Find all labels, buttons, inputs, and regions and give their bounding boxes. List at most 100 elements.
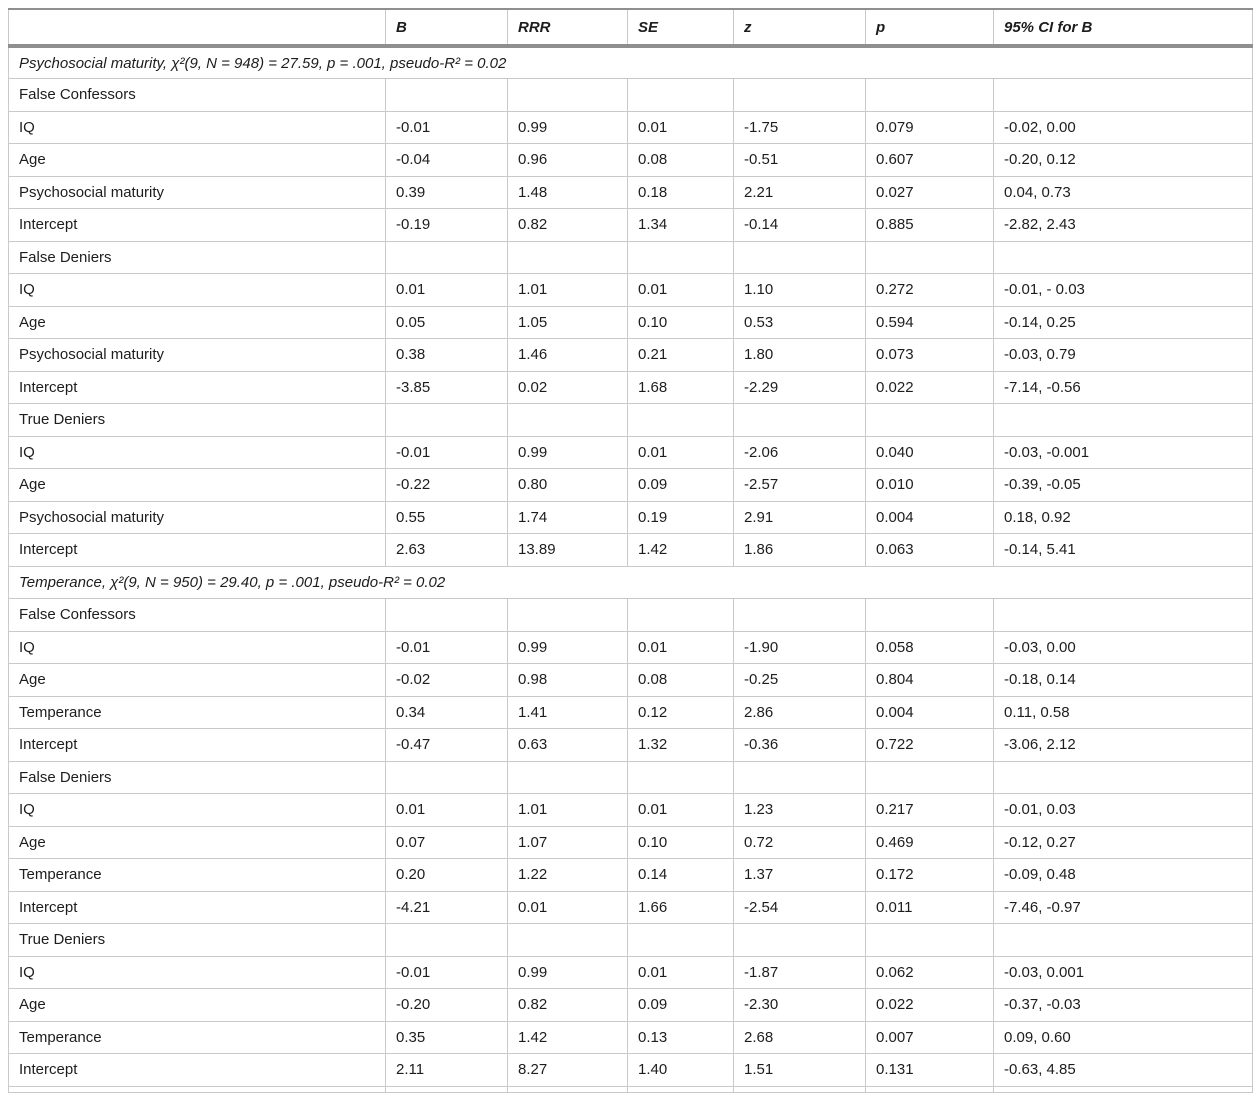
- cell-ci: -0.03, 0.001: [993, 955, 1253, 989]
- empty-cell: [865, 1085, 994, 1093]
- cell-b: -4.21: [385, 890, 508, 924]
- empty-cell: [733, 1085, 866, 1093]
- cell-se: 0.08: [627, 143, 734, 177]
- cell-z: 1.10: [733, 273, 866, 307]
- cell-rrr: 0.80: [507, 468, 628, 502]
- empty-cell: [733, 923, 866, 957]
- cell-p: 0.004: [865, 695, 994, 729]
- predictor-label: IQ: [8, 110, 386, 144]
- cell-ci: -0.39, -0.05: [993, 468, 1253, 502]
- table-row: IQ -0.01 0.99 0.01 -1.87 0.062 -0.03, 0.…: [8, 955, 1253, 989]
- cell-b: -0.02: [385, 663, 508, 697]
- cell-rrr: 1.01: [507, 793, 628, 827]
- col-header-p: p: [865, 8, 994, 48]
- cell-p: 0.722: [865, 728, 994, 762]
- cell-ci: -0.63, 4.85: [993, 1053, 1253, 1087]
- empty-cell: [385, 760, 508, 794]
- cell-rrr: 1.46: [507, 338, 628, 372]
- table-row: Intercept -3.85 0.02 1.68 -2.29 0.022 -7…: [8, 370, 1253, 404]
- cell-se: 1.68: [627, 370, 734, 404]
- group-row-false-deniers-2: False Deniers: [8, 760, 1253, 794]
- table-row: IQ 0.01 1.01 0.01 1.23 0.217 -0.01, 0.03: [8, 793, 1253, 827]
- table-row: Age -0.20 0.82 0.09 -2.30 0.022 -0.37, -…: [8, 988, 1253, 1022]
- table-row: Temperance 0.35 1.42 0.13 2.68 0.007 0.0…: [8, 1020, 1253, 1054]
- empty-cell: [627, 760, 734, 794]
- cell-se: 0.01: [627, 793, 734, 827]
- empty-cell: [993, 240, 1253, 274]
- cell-b: 0.01: [385, 273, 508, 307]
- cell-se: 0.21: [627, 338, 734, 372]
- table-row: Age -0.04 0.96 0.08 -0.51 0.607 -0.20, 0…: [8, 143, 1253, 177]
- cell-ci: -0.02, 0.00: [993, 110, 1253, 144]
- cell-b: -0.01: [385, 955, 508, 989]
- cell-p: 0.885: [865, 208, 994, 242]
- cell-se: 0.18: [627, 175, 734, 209]
- cell-p: 0.079: [865, 110, 994, 144]
- cell-se: 0.12: [627, 695, 734, 729]
- cell-rrr: 1.42: [507, 1020, 628, 1054]
- empty-cell: [733, 240, 866, 274]
- cell-p: 0.469: [865, 825, 994, 859]
- cell-b: 0.39: [385, 175, 508, 209]
- cell-z: 1.51: [733, 1053, 866, 1087]
- empty-cell: [627, 403, 734, 437]
- cell-z: -2.54: [733, 890, 866, 924]
- cell-rrr: 1.74: [507, 500, 628, 534]
- empty-cell: [993, 78, 1253, 112]
- predictor-label: Age: [8, 663, 386, 697]
- cell-se: 0.10: [627, 305, 734, 339]
- predictor-label: Temperance: [8, 1020, 386, 1054]
- group-row-false-deniers: False Deniers: [8, 240, 1253, 274]
- cell-p: 0.007: [865, 1020, 994, 1054]
- cell-b: -0.22: [385, 468, 508, 502]
- cell-p: 0.272: [865, 273, 994, 307]
- predictor-label: Age: [8, 143, 386, 177]
- table-row: IQ -0.01 0.99 0.01 -1.75 0.079 -0.02, 0.…: [8, 110, 1253, 144]
- corner-cell: [8, 8, 386, 48]
- cell-se: 1.34: [627, 208, 734, 242]
- col-header-se: SE: [627, 8, 734, 48]
- table-row: Age 0.07 1.07 0.10 0.72 0.469 -0.12, 0.2…: [8, 825, 1253, 859]
- cell-rrr: 0.02: [507, 370, 628, 404]
- predictor-label: Age: [8, 305, 386, 339]
- cell-se: 1.32: [627, 728, 734, 762]
- group-label: False Confessors: [8, 598, 386, 632]
- cell-p: 0.607: [865, 143, 994, 177]
- cell-rrr: 1.01: [507, 273, 628, 307]
- predictor-label: Psychosocial maturity: [8, 338, 386, 372]
- cell-ci: -2.82, 2.43: [993, 208, 1253, 242]
- empty-cell: [993, 403, 1253, 437]
- cell-rrr: 0.99: [507, 435, 628, 469]
- cell-se: 0.08: [627, 663, 734, 697]
- empty-cell: [385, 1085, 508, 1093]
- cell-b: 0.34: [385, 695, 508, 729]
- predictor-label: Intercept: [8, 890, 386, 924]
- col-header-b: B: [385, 8, 508, 48]
- cell-rrr: 1.05: [507, 305, 628, 339]
- cell-se: 0.10: [627, 825, 734, 859]
- empty-cell: [627, 78, 734, 112]
- cell-z: -1.87: [733, 955, 866, 989]
- group-row-false-confessors: False Confessors: [8, 78, 1253, 112]
- group-label: False Confessors: [8, 78, 386, 112]
- cell-ci: -0.03, -0.001: [993, 435, 1253, 469]
- cell-ci: 0.09, 0.60: [993, 1020, 1253, 1054]
- empty-cell: [733, 598, 866, 632]
- cell-b: 0.20: [385, 858, 508, 892]
- cell-p: 0.022: [865, 988, 994, 1022]
- table-row: IQ 0.01 1.01 0.01 1.10 0.272 -0.01, - 0.…: [8, 273, 1253, 307]
- cell-z: 2.21: [733, 175, 866, 209]
- group-label: True Deniers: [8, 923, 386, 957]
- table-row: IQ -0.01 0.99 0.01 -2.06 0.040 -0.03, -0…: [8, 435, 1253, 469]
- predictor-label: Age: [8, 468, 386, 502]
- empty-cell: [8, 1085, 386, 1093]
- cell-rrr: 0.63: [507, 728, 628, 762]
- cell-z: -2.06: [733, 435, 866, 469]
- cell-rrr: 1.22: [507, 858, 628, 892]
- regression-table-container: B RRR SE z p 95% CI for B Psychosocial m…: [8, 8, 1253, 1093]
- cell-p: 0.063: [865, 533, 994, 567]
- table-row: Psychosocial maturity 0.55 1.74 0.19 2.9…: [8, 500, 1253, 534]
- cell-z: -2.29: [733, 370, 866, 404]
- cell-ci: -7.14, -0.56: [993, 370, 1253, 404]
- table-row: Temperance 0.20 1.22 0.14 1.37 0.172 -0.…: [8, 858, 1253, 892]
